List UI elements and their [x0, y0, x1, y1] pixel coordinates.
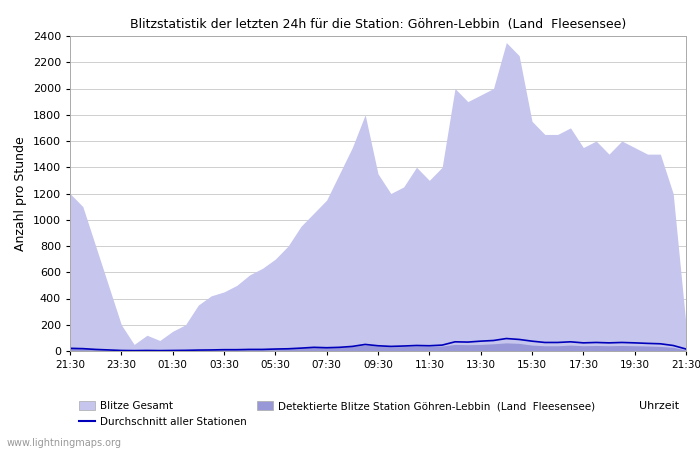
Text: www.lightningmaps.org: www.lightningmaps.org	[7, 438, 122, 448]
Legend: Blitze Gesamt, Durchschnitt aller Stationen, Detektierte Blitze Station Göhren-L: Blitze Gesamt, Durchschnitt aller Statio…	[75, 397, 599, 431]
Title: Blitzstatistik der letzten 24h für die Station: Göhren-Lebbin  (Land  Fleesensee: Blitzstatistik der letzten 24h für die S…	[130, 18, 626, 31]
Y-axis label: Anzahl pro Stunde: Anzahl pro Stunde	[14, 136, 27, 251]
Text: Uhrzeit: Uhrzeit	[639, 401, 679, 411]
